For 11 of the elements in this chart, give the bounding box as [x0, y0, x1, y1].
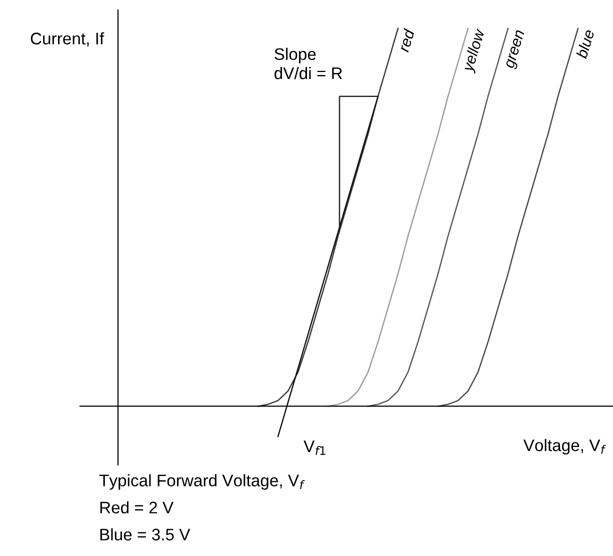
- text: Blue = 3.5 V: [100, 528, 190, 540]
- text: Typical Forward Voltage, V$_{f}$: [99, 474, 305, 490]
- text: V$_{f1}$: [304, 440, 326, 455]
- x-axis-title: Voltage, V$_{f}$: [523, 438, 606, 455]
- y-axis-title: Current, If: [30, 32, 104, 46]
- text: green: [505, 30, 528, 70]
- text: red: [398, 28, 415, 53]
- text: yellow: [461, 28, 488, 74]
- text: blue: [576, 28, 595, 60]
- text: Red = 2 V: [100, 501, 174, 514]
- annotation: Slope dV/di = R: [274, 48, 342, 80]
